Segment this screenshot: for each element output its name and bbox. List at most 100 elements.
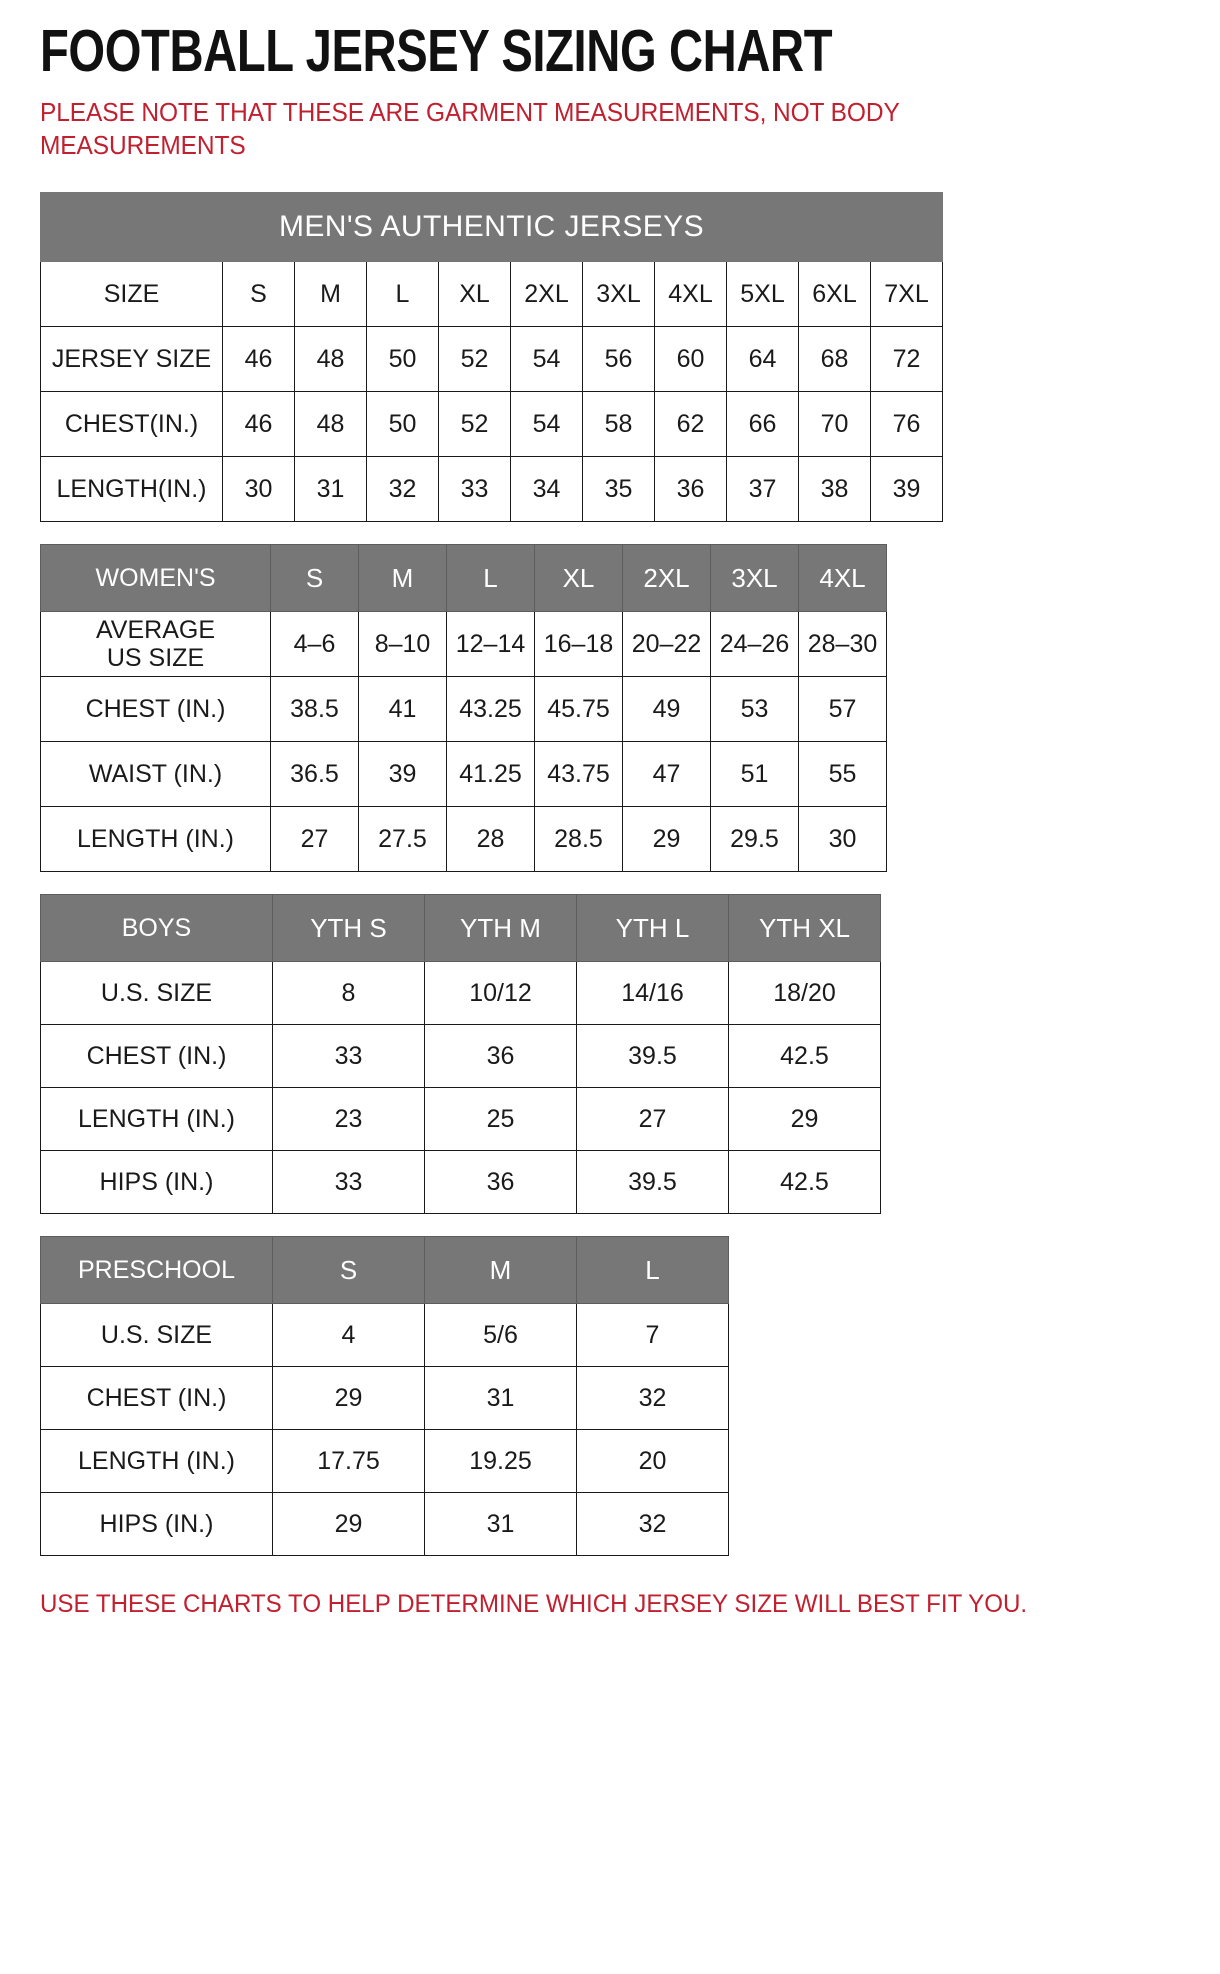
cell-r0-c5: 56 [582, 326, 655, 393]
cell-r0-c6: 28–30 [798, 611, 887, 678]
cell-r0-c1: 48 [294, 326, 367, 393]
row-label: LENGTH (IN.) [40, 806, 271, 873]
cell-r3-c2: 32 [576, 1492, 729, 1557]
cell-r3-c2: 39.5 [576, 1150, 729, 1215]
cell-r0-c2: 14/16 [576, 961, 729, 1026]
cell-r2-c1: 39 [358, 741, 447, 808]
cell-r1-c1: 36 [424, 1024, 577, 1089]
cell-r1-c3: 52 [438, 391, 511, 458]
cell-r1-c6: 57 [798, 676, 887, 743]
cell-r2-c6: 55 [798, 741, 887, 808]
table-row: CHEST (IN.) 38.5 41 43.25 45.75 49 53 57 [40, 676, 887, 743]
column-header-0: S [222, 261, 295, 328]
cell-r2-c0: 23 [272, 1087, 425, 1152]
column-header-7: 5XL [726, 261, 799, 328]
cell-r1-c2: 50 [366, 391, 439, 458]
cell-r0-c4: 20–22 [622, 611, 711, 678]
column-header-0: YTH S [272, 894, 425, 963]
cell-r2-c2: 32 [366, 456, 439, 523]
cell-r2-c5: 35 [582, 456, 655, 523]
column-header-3: YTH XL [728, 894, 881, 963]
cell-r2-c6: 36 [654, 456, 727, 523]
table-corner-label: PRESCHOOL [40, 1236, 273, 1305]
table-row: CHEST (IN.) 29 31 32 [40, 1366, 729, 1431]
column-header-2: L [366, 261, 439, 328]
table-row: CHEST(IN.) 46 48 50 52 54 58 62 66 70 76 [40, 391, 943, 458]
cell-r1-c2: 39.5 [576, 1024, 729, 1089]
cell-r1-c5: 53 [710, 676, 799, 743]
cell-r2-c0: 30 [222, 456, 295, 523]
table-row: LENGTH (IN.) 23 25 27 29 [40, 1087, 881, 1152]
table-row: CHEST (IN.) 33 36 39.5 42.5 [40, 1024, 881, 1089]
footer-note: USE THESE CHARTS TO HELP DETERMINE WHICH… [40, 1590, 1028, 1619]
cell-r0-c3: 18/20 [728, 961, 881, 1026]
womens-table-wrap: WOMEN'S S M L XL 2XL 3XL 4XL AVERAGE US SIZE 4–6 8–… [40, 544, 1180, 873]
table-header-row: BOYS YTH S YTH M YTH L YTH XL [40, 894, 881, 963]
mens-authentic-jerseys-table: MEN'S AUTHENTIC JERSEYS SIZE S M L XL 2XL 3XL 4X… [40, 192, 943, 523]
cell-r3-c2: 28 [446, 806, 535, 873]
cell-r1-c1: 41 [358, 676, 447, 743]
cell-r3-c1: 31 [424, 1492, 577, 1557]
column-header-2: L [446, 544, 535, 613]
row-label: LENGTH (IN.) [40, 1429, 273, 1494]
column-header-5: 3XL [582, 261, 655, 328]
cell-r0-c4: 54 [510, 326, 583, 393]
cell-r2-c1: 31 [294, 456, 367, 523]
preschool-jerseys-table: PRESCHOOL S M L U.S. SIZE 4 5/6 7 CHEST (IN.) 29 3… [40, 1236, 729, 1557]
table-band-title: MEN'S AUTHENTIC JERSEYS [40, 192, 943, 263]
cell-r0-c2: 12–14 [446, 611, 535, 678]
cell-r1-c2: 32 [576, 1366, 729, 1431]
column-header-9: 7XL [870, 261, 943, 328]
row-label: U.S. SIZE [40, 961, 273, 1026]
cell-r1-c3: 42.5 [728, 1024, 881, 1089]
column-header-3: XL [438, 261, 511, 328]
table-row: U.S. SIZE 8 10/12 14/16 18/20 [40, 961, 881, 1026]
cell-r3-c6: 30 [798, 806, 887, 873]
row-label: CHEST (IN.) [40, 676, 271, 743]
cell-r1-c1: 31 [424, 1366, 577, 1431]
column-header-6: 4XL [654, 261, 727, 328]
cell-r2-c3: 33 [438, 456, 511, 523]
cell-r2-c3: 43.75 [534, 741, 623, 808]
cell-r0-c0: 8 [272, 961, 425, 1026]
row-label: CHEST (IN.) [40, 1024, 273, 1089]
column-header-2: YTH L [576, 894, 729, 963]
cell-r0-c5: 24–26 [710, 611, 799, 678]
row-label: AVERAGE US SIZE [40, 611, 271, 678]
column-header-0: S [272, 1236, 425, 1305]
cell-r0-c8: 68 [798, 326, 871, 393]
cell-r3-c0: 27 [270, 806, 359, 873]
row-label: U.S. SIZE [40, 1303, 273, 1368]
cell-r0-c1: 10/12 [424, 961, 577, 1026]
boys-jerseys-table: BOYS YTH S YTH M YTH L YTH XL U.S. SIZE 8 10/12… [40, 894, 881, 1215]
cell-r0-c1: 5/6 [424, 1303, 577, 1368]
cell-r2-c4: 47 [622, 741, 711, 808]
cell-r1-c4: 54 [510, 391, 583, 458]
cell-r0-c7: 64 [726, 326, 799, 393]
row-label: CHEST(IN.) [40, 391, 223, 458]
column-header-2: L [576, 1236, 729, 1305]
cell-r1-c6: 62 [654, 391, 727, 458]
cell-r0-c0: 46 [222, 326, 295, 393]
cell-r3-c4: 29 [622, 806, 711, 873]
cell-r1-c3: 45.75 [534, 676, 623, 743]
column-header-8: 6XL [798, 261, 871, 328]
row-label: CHEST (IN.) [40, 1366, 273, 1431]
table-row: HIPS (IN.) 29 31 32 [40, 1492, 729, 1557]
cell-r0-c3: 16–18 [534, 611, 623, 678]
cell-r2-c0: 17.75 [272, 1429, 425, 1494]
column-header-1: M [358, 544, 447, 613]
cell-r3-c0: 33 [272, 1150, 425, 1215]
cell-r2-c5: 51 [710, 741, 799, 808]
column-header-1: M [294, 261, 367, 328]
cell-r0-c0: 4 [272, 1303, 425, 1368]
column-header-4: 2XL [510, 261, 583, 328]
cell-r2-c2: 41.25 [446, 741, 535, 808]
table-corner-label: BOYS [40, 894, 273, 963]
row-label: WAIST (IN.) [40, 741, 271, 808]
table-row: WAIST (IN.) 36.5 39 41.25 43.75 47 51 55 [40, 741, 887, 808]
column-header-5: 3XL [710, 544, 799, 613]
table-row: LENGTH (IN.) 27 27.5 28 28.5 29 29.5 30 [40, 806, 887, 873]
column-header-1: YTH M [424, 894, 577, 963]
